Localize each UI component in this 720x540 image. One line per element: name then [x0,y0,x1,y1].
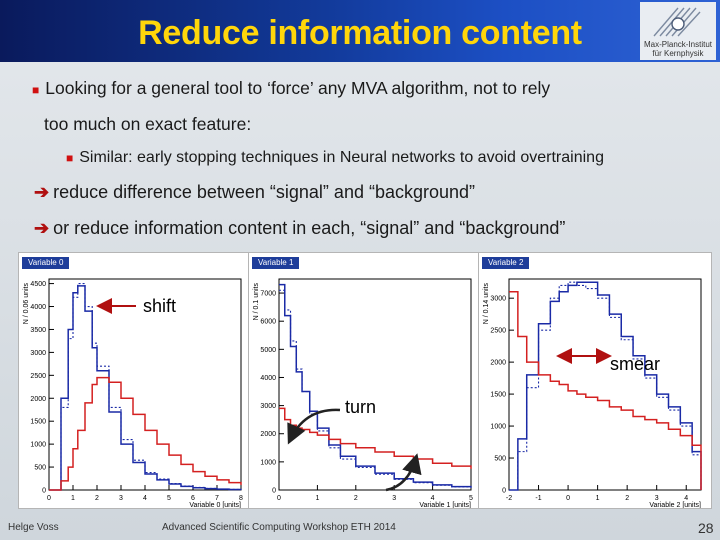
series-line-red-solid [49,376,242,491]
y-tick-label: 3000 [30,350,46,357]
x-tick-label: 3 [655,495,659,502]
x-tick-label: 2 [625,495,629,502]
y-tick-label: 5000 [260,347,276,354]
plot-frame [278,278,472,491]
histogram-panel-variable-1: Variable 1 0 1000 2000 3000 4000 5000 6000 7000… [248,252,482,509]
shift-label: shift [143,296,177,316]
y-tick-label: 1000 [490,424,506,431]
y-tick-label: 0 [502,488,506,495]
x-tick-label: 2 [354,495,358,502]
logo-icon [653,7,701,37]
x-tick-label: 5 [167,495,171,502]
arrow-point-1: ➔ reduce difference between “signal” and … [34,182,475,203]
y-tick-label: 3500 [30,327,46,334]
y-tick-label: 7000 [260,291,276,298]
turn-arrow-left [287,408,341,445]
plot-frame [508,278,702,491]
x-tick-label: 4 [143,495,147,502]
sub-bullet: ■ Similar: early stopping techniques in N… [66,149,604,167]
histogram-variable-2: 0 500 1000 1500 2000 2500 3000 -2 -1 0 1 2 3 4Variabl… [483,278,702,509]
x-tick-label: 3 [392,495,396,502]
footer-event: Advanced Scientific Computing Workshop E… [162,522,396,533]
x-tick-label: 0 [277,495,281,502]
y-axis-label: N / 0.1 units [253,283,260,321]
x-tick-label: 4 [431,495,435,502]
bullet-1-text: Looking for a general tool to ‘force’ an… [45,78,551,98]
y-tick-label: 4500 [30,281,46,288]
y-axis-label: N / 0.14 units [483,283,490,325]
x-tick-label: 4 [684,495,688,502]
y-tick-label: 500 [494,456,506,463]
slide-title: Reduce information content [138,14,582,52]
series-line-red-solid [509,291,702,490]
y-axis-label: N / 0.06 units [23,283,30,325]
bullet-1: ■ Looking for a general tool to ‘force’ a… [32,78,550,99]
x-tick-label: 1 [596,495,600,502]
histogram-panel-variable-2: Variable 2 0 500 1000 1500 2000 2500 3000 -2 -1 0… [478,252,712,509]
institute-logo: Max-Planck-Institut für Kernphysik [640,2,716,60]
x-axis-label: Variable 1 [units] [419,502,471,508]
y-tick-label: 4000 [260,375,276,382]
y-tick-label: 0 [42,488,46,495]
x-tick-label: 0 [47,495,51,502]
histogram-panel-variable-0: Variable 0 0 500 1000 1500 2000 2500 3000 3500 4… [18,252,252,509]
right-arrow-icon: ➔ [34,182,50,202]
x-tick-label: 1 [71,495,75,502]
series-line-blue-dotted [509,281,702,491]
title-bar: Reduce information content Max-Planck-In… [0,0,720,62]
y-tick-label: 4000 [30,304,46,311]
footer-author: Helge Voss [8,522,59,533]
y-tick-label: 500 [34,465,46,472]
series-line-blue-solid [509,281,702,491]
x-tick-label: 1 [315,495,319,502]
x-tick-label: 8 [239,495,243,502]
y-tick-label: 2000 [260,431,276,438]
arrow-point-2: ➔ or reduce information content in each, … [34,218,565,239]
bullet-1-continuation: too much on exact feature: [44,114,252,134]
bullet-square-icon: ■ [32,83,40,97]
y-tick-label: 1000 [260,459,276,466]
y-tick-label: 2500 [490,328,506,335]
logo-label: Max-Planck-Institut für Kernphysik [640,40,716,58]
y-tick-label: 2500 [30,373,46,380]
panel-tag: Variable 2 [482,257,530,269]
arrow-point-1-text: reduce difference between “signal” and “… [53,182,476,202]
x-tick-label: 6 [191,495,195,502]
x-axis-label: Variable 2 [units] [649,502,701,508]
arrow-point-2-text: or reduce information content in each, “… [53,218,566,238]
x-tick-label: -2 [506,495,512,502]
x-tick-label: 5 [469,495,473,502]
y-tick-label: 0 [272,488,276,495]
page-number: 28 [698,520,714,536]
turn-label: turn [345,397,377,417]
y-tick-label: 3000 [260,403,276,410]
y-tick-label: 1500 [490,392,506,399]
turn-arrow-right [385,453,422,492]
x-tick-label: 2 [95,495,99,502]
y-tick-label: 1000 [30,442,46,449]
right-arrow-icon: ➔ [34,218,50,238]
panel-tag: Variable 1 [252,257,300,269]
logo-line-1: Max-Planck-Institut [643,40,713,49]
y-tick-label: 2000 [490,360,506,367]
y-tick-label: 1500 [30,419,46,426]
x-tick-label: -1 [535,495,541,502]
histogram-variable-0: 0 500 1000 1500 2000 2500 3000 3500 4000 4500 0 1 2 3… [23,278,243,509]
sub-bullet-text: Similar: early stopping techniques in Ne… [79,149,604,166]
y-tick-label: 3000 [490,296,506,303]
smear-label: smear [610,354,661,374]
x-tick-label: 3 [119,495,123,502]
panel-tag: Variable 0 [22,257,70,269]
x-tick-label: 7 [215,495,219,502]
series-line-blue-solid [49,285,242,491]
y-tick-label: 6000 [260,319,276,326]
y-tick-label: 2000 [30,396,46,403]
histogram-variable-1: 0 1000 2000 3000 4000 5000 6000 7000 0 1 2 3 4 5Varia… [253,278,473,509]
x-axis-label: Variable 0 [units] [189,502,241,508]
bullet-square-icon: ■ [66,151,74,165]
x-tick-label: 0 [566,495,570,502]
logo-line-2: für Kernphysik [652,49,704,58]
